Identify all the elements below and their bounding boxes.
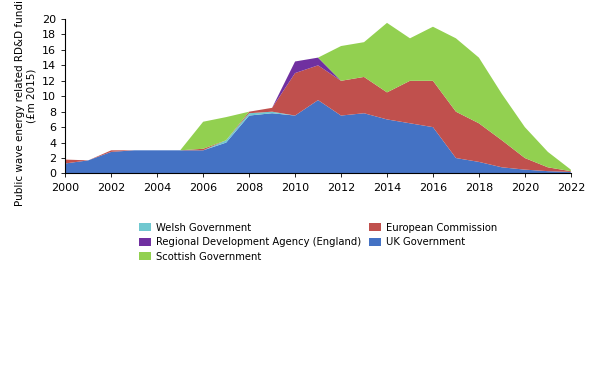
Y-axis label: Public wave energy related RD&D funding
(£m 2015): Public wave energy related RD&D funding … xyxy=(15,0,37,206)
Legend: Welsh Government, Regional Development Agency (England), Scottish Government, Eu: Welsh Government, Regional Development A… xyxy=(135,219,501,266)
